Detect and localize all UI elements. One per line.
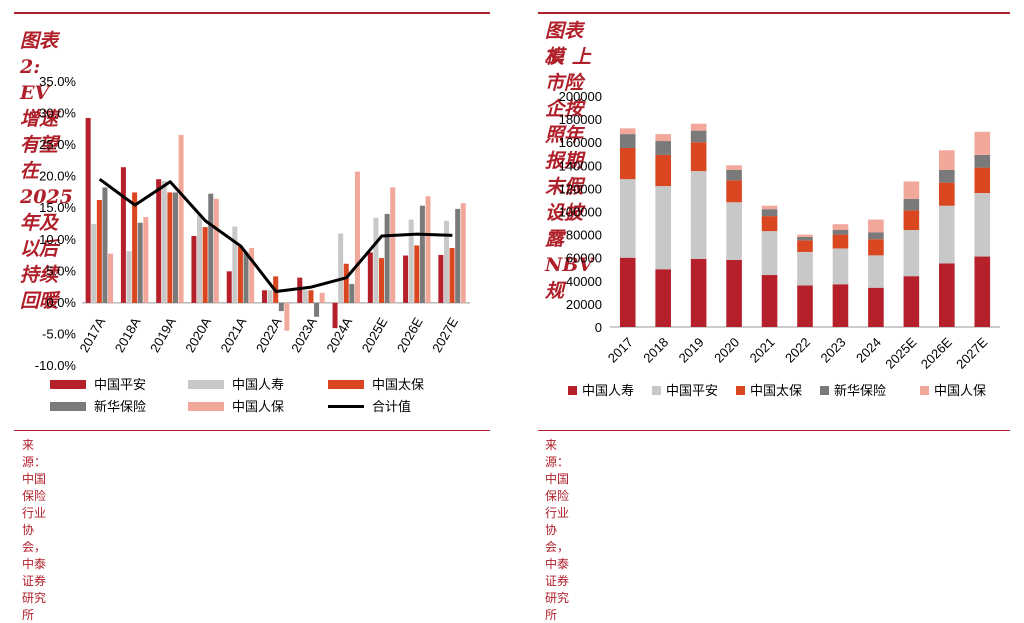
right-bar-taibao — [797, 240, 813, 252]
right-bar-renbao — [620, 128, 636, 134]
right-x-tick-label: 2019 — [676, 335, 707, 366]
right-x-tick-label: 2023 — [818, 335, 849, 366]
right-bar-pingan — [797, 285, 813, 327]
right-bar-renbao — [939, 150, 955, 170]
right-bar-renshou — [726, 202, 742, 260]
right-y-tick-label: 200000 — [559, 89, 602, 104]
right-source: 来源：中国保险行业协会，中泰证券研究所 — [545, 436, 569, 623]
right-bar-renbao — [691, 124, 707, 131]
right-legend-label: 中国人寿 — [582, 383, 634, 398]
right-bar-taibao — [762, 216, 778, 231]
right-bar-taibao — [939, 183, 955, 206]
right-bar-taibao — [904, 210, 920, 230]
right-bar-renshou — [904, 230, 920, 276]
right-bar-pingan — [726, 260, 742, 327]
nbv-scale-chart: 0 20000 40000 60000 80000 100000 120000 140000 1… — [0, 0, 1024, 461]
right-legend-swatch-renbao — [920, 386, 929, 395]
right-bar-renbao — [974, 132, 990, 155]
right-bar-pingan — [868, 288, 884, 327]
right-bar-pingan — [939, 263, 955, 327]
right-bar-taibao — [868, 239, 884, 255]
right-bar-xinhua — [726, 170, 742, 180]
right-x-tick-label: 2026E — [918, 334, 955, 371]
right-legend-label: 中国人保 — [934, 383, 986, 398]
right-bar-taibao — [691, 142, 707, 171]
right-bar-renshou — [939, 206, 955, 264]
right-bar-renshou — [691, 171, 707, 259]
right-bar-pingan — [833, 284, 849, 327]
left-source: 来源：中国保险行业协会，中泰证券研究所 — [22, 436, 46, 623]
right-y-tick-label: 120000 — [559, 181, 602, 196]
right-bar-taibao — [726, 180, 742, 202]
right-y-tick-label: 180000 — [559, 112, 602, 127]
right-bar-renbao — [762, 206, 778, 209]
right-bar-pingan — [762, 275, 778, 327]
right-bar-xinhua — [833, 230, 849, 235]
right-bar-renbao — [797, 235, 813, 237]
right-bar-renbao — [904, 181, 920, 198]
right-bar-renshou — [868, 255, 884, 287]
right-bar-renshou — [655, 186, 671, 269]
right-bar-renbao — [726, 165, 742, 170]
right-y-tick-label: 40000 — [566, 274, 602, 289]
right-y-tick-label: 20000 — [566, 297, 602, 312]
right-bar-xinhua — [620, 134, 636, 148]
right-bar-pingan — [691, 259, 707, 327]
right-legend-swatch-xinhua — [820, 386, 829, 395]
right-bar-pingan — [620, 258, 636, 327]
right-bar-pingan — [904, 276, 920, 327]
right-x-tick-label: 2022 — [782, 335, 813, 366]
right-legend-label: 中国平安 — [666, 383, 718, 398]
right-legend-swatch-pingan — [568, 386, 577, 395]
right-legend-swatch-taibao — [736, 386, 745, 395]
right-bar-xinhua — [762, 209, 778, 216]
right-legend-swatch-renshou — [652, 386, 661, 395]
right-bar-xinhua — [797, 237, 813, 240]
right-legend-label: 新华保险 — [834, 383, 886, 398]
right-y-tick-label: 0 — [595, 320, 602, 335]
right-bar-renshou — [833, 248, 849, 284]
right-x-tick-label: 2018 — [640, 335, 671, 366]
right-bar-xinhua — [939, 170, 955, 183]
right-y-tick-label: 60000 — [566, 251, 602, 266]
right-x-tick-label: 2020 — [711, 335, 742, 366]
right-bar-taibao — [655, 155, 671, 186]
right-bar-renbao — [868, 220, 884, 233]
right-bar-renbao — [833, 224, 849, 230]
right-bar-xinhua — [868, 232, 884, 239]
right-bar-renshou — [797, 252, 813, 285]
right-x-tick-label: 2017 — [605, 335, 636, 366]
right-x-tick-label: 2024 — [853, 335, 884, 366]
right-bar-renshou — [974, 193, 990, 257]
right-x-tick-label: 2021 — [747, 335, 778, 366]
right-bar-renshou — [762, 231, 778, 275]
right-x-tick-label: 2027E — [953, 334, 990, 371]
right-y-tick-label: 160000 — [559, 135, 602, 150]
right-bar-xinhua — [904, 199, 920, 211]
right-bar-renshou — [620, 179, 636, 258]
right-legend-label: 中国太保 — [750, 383, 802, 398]
right-x-tick-label: 2025E — [882, 334, 919, 371]
right-y-tick-label: 80000 — [566, 228, 602, 243]
right-y-tick-label: 140000 — [559, 158, 602, 173]
right-bar-pingan — [974, 257, 990, 327]
right-bar-pingan — [655, 269, 671, 327]
right-bar-taibao — [833, 235, 849, 249]
right-y-tick-label: 100000 — [559, 205, 602, 220]
right-bar-taibao — [974, 168, 990, 193]
right-bar-taibao — [620, 148, 636, 179]
right-bar-xinhua — [974, 155, 990, 168]
right-bar-renbao — [655, 134, 671, 141]
right-bar-xinhua — [655, 141, 671, 155]
right-bar-xinhua — [691, 131, 707, 143]
